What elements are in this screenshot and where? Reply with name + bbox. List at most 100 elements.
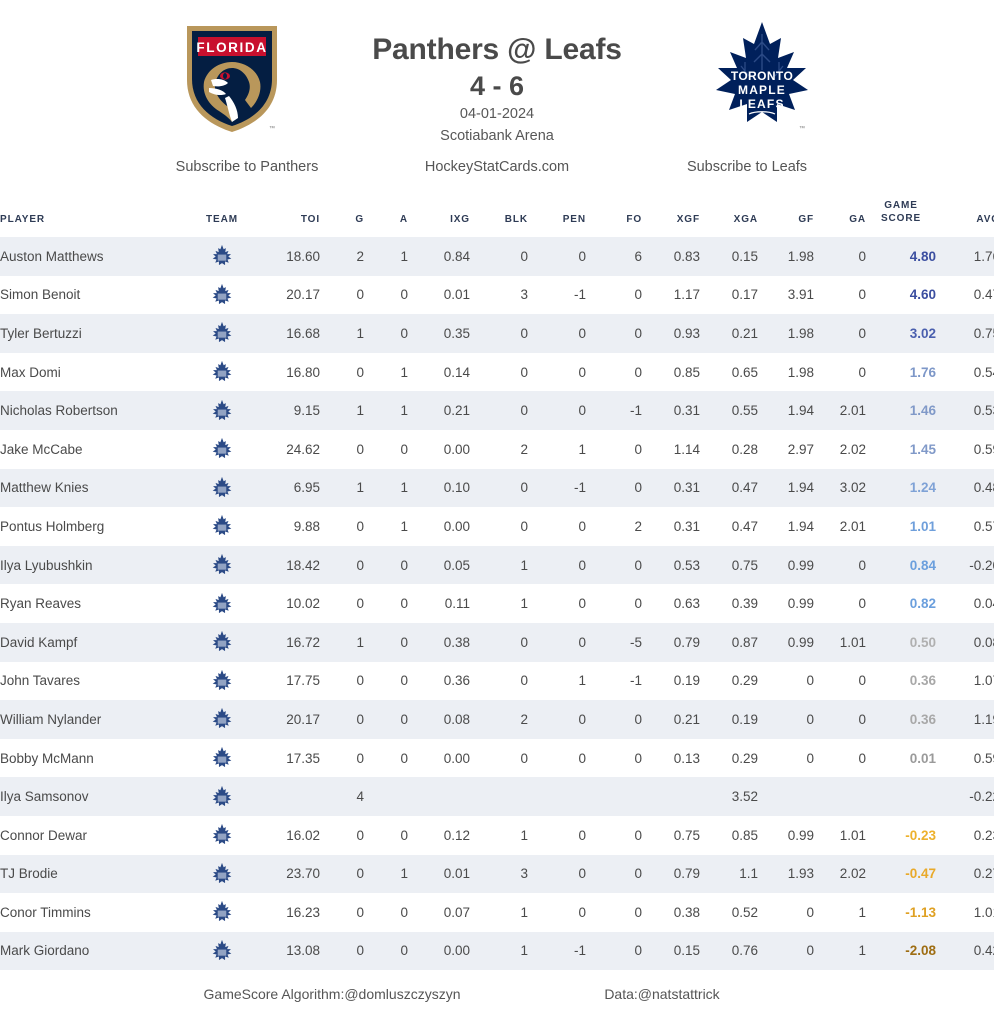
cell-ga: 2.01 xyxy=(814,507,866,546)
table-row[interactable]: Tyler Bertuzzi 16.68 1 0 0.35 0 0 0 0.93 0.21 1.98… xyxy=(0,314,994,353)
subscribe-panthers-link[interactable]: Subscribe to Panthers xyxy=(175,159,319,175)
table-row[interactable]: TJ Brodie 23.70 0 1 0.01 3 0 0 0.79 1.1 1.93 2.02 -0… xyxy=(0,854,994,894)
cell-xga: 0.65 xyxy=(700,352,758,392)
cell-player: Pontus Holmberg xyxy=(0,507,190,546)
cell-ixg: 0.10 xyxy=(408,468,470,508)
table-row[interactable]: Ilya Samsonov 4 3.52 -0.22 xyxy=(0,777,994,816)
cell-fo: 6 xyxy=(586,237,642,276)
cell-g: 1 xyxy=(320,391,364,430)
cell-avg: 0.75 xyxy=(936,314,994,353)
cell-blk: 2 xyxy=(470,429,528,469)
table-row[interactable]: Connor Dewar 16.02 0 0 0.12 1 0 0 0.75 0.85 0.99 1.… xyxy=(0,815,994,855)
cell-xga: 0.55 xyxy=(700,391,758,430)
column-header-a[interactable]: A xyxy=(364,194,408,237)
cell-gf: 0.99 xyxy=(758,545,814,585)
column-header-blk[interactable]: BLK xyxy=(470,194,528,237)
column-header-g[interactable]: G xyxy=(320,194,364,237)
cell-a: 0 xyxy=(364,700,408,739)
cell-fo: 0 xyxy=(586,429,642,469)
cell-team xyxy=(190,275,254,315)
cell-fo: 0 xyxy=(586,584,642,623)
cell-gf: 0 xyxy=(758,893,814,932)
cell-gamescore: 1.46 xyxy=(866,391,936,430)
cell-team xyxy=(190,429,254,469)
cell-ga: 0 xyxy=(814,738,866,778)
cell-gf: 0.99 xyxy=(758,622,814,662)
table-row[interactable]: Nicholas Robertson 9.15 1 1 0.21 0 0 -1 0.31 0.55… xyxy=(0,391,994,430)
cell-team xyxy=(190,661,254,701)
team-logo-icon xyxy=(212,746,232,768)
cell-player: Connor Dewar xyxy=(0,815,190,855)
cell-pen: 0 xyxy=(528,854,586,894)
team-logo-icon xyxy=(212,553,232,575)
table-row[interactable]: Mark Giordano 13.08 0 0 0.00 1 -1 0 0.15 0.76 0 1 -2… xyxy=(0,931,994,971)
cell-g: 0 xyxy=(320,738,364,778)
cell-xgf: 0.79 xyxy=(642,622,700,662)
column-header-gf[interactable]: GF xyxy=(758,194,814,237)
cell-ixg: 0.38 xyxy=(408,622,470,662)
team-logo-icon xyxy=(212,669,232,690)
table-row[interactable]: Max Domi 16.80 0 1 0.14 0 0 0 0.85 0.65 1.98 0 1.76 0… xyxy=(0,352,994,392)
column-header-player[interactable]: PLAYER xyxy=(0,194,190,237)
subscribe-leafs-link[interactable]: Subscribe to Leafs xyxy=(686,159,808,175)
cell-a xyxy=(364,777,408,816)
column-header-ixg[interactable]: IXG xyxy=(408,194,470,237)
column-header-fo[interactable]: FO xyxy=(586,194,642,237)
column-header-pen[interactable]: PEN xyxy=(528,194,586,237)
cell-gamescore: 0.82 xyxy=(866,584,936,623)
table-row[interactable]: Simon Benoit 20.17 0 0 0.01 3 -1 0 1.17 0.17 3.91 0… xyxy=(0,275,994,315)
column-header-gamescore-line1: GAME xyxy=(884,200,918,211)
cell-ga: 0 xyxy=(814,661,866,701)
table-row[interactable]: Auston Matthews 18.60 2 1 0.84 0 0 6 0.83 0.15 1.9… xyxy=(0,237,994,276)
column-header-ga[interactable]: GA xyxy=(814,194,866,237)
cell-xga: 0.76 xyxy=(700,931,758,971)
cell-team xyxy=(190,237,254,276)
cell-toi: 20.17 xyxy=(254,275,320,315)
table-row[interactable]: William Nylander 20.17 0 0 0.08 2 0 0 0.21 0.19 0 0… xyxy=(0,700,994,739)
cell-ga: 0 xyxy=(814,545,866,585)
cell-a: 0 xyxy=(364,622,408,662)
cell-ixg: 0.00 xyxy=(408,738,470,778)
player-stats-table: PLAYER TEAM TOI G A IXG BLK PEN FO XGF X… xyxy=(0,194,994,971)
cell-team xyxy=(190,815,254,855)
cell-gamescore: 0.36 xyxy=(866,700,936,739)
team-logo-icon xyxy=(212,824,232,845)
table-row[interactable]: Matthew Knies 6.95 1 1 0.10 0 -1 0 0.31 0.47 1.94 3… xyxy=(0,468,994,508)
column-header-xgf[interactable]: XGF xyxy=(642,194,700,237)
cell-avg: 0.57 xyxy=(936,507,994,546)
table-row[interactable]: Jake McCabe 24.62 0 0 0.00 2 1 0 1.14 0.28 2.97 2.0… xyxy=(0,429,994,469)
cell-a: 0 xyxy=(364,893,408,932)
column-header-team[interactable]: TEAM xyxy=(190,194,254,237)
team-logo-icon xyxy=(212,476,232,498)
table-row[interactable]: Ilya Lyubushkin 18.42 0 0 0.05 1 0 0 0.53 0.75 0.9… xyxy=(0,545,994,585)
cell-team xyxy=(190,738,254,778)
cell-a: 1 xyxy=(364,854,408,894)
cell-fo: 0 xyxy=(586,738,642,778)
cell-g: 2 xyxy=(320,237,364,276)
cell-g: 0 xyxy=(320,545,364,585)
column-header-toi[interactable]: TOI xyxy=(254,194,320,237)
table-row[interactable]: Bobby McMann 17.35 0 0 0.00 0 0 0 0.13 0.29 0 0 0.01… xyxy=(0,738,994,778)
column-header-gamescore[interactable]: GAME SCORE xyxy=(866,194,936,237)
cell-ga: 0 xyxy=(814,584,866,623)
table-row[interactable]: David Kampf 16.72 1 0 0.38 0 0 -5 0.79 0.87 0.99 1.… xyxy=(0,622,994,662)
table-row[interactable]: John Tavares 17.75 0 0 0.36 0 1 -1 0.19 0.29 0 0 0.3… xyxy=(0,661,994,701)
cell-avg: 0.08 xyxy=(936,622,994,662)
table-row[interactable]: Conor Timmins 16.23 0 0 0.07 1 0 0 0.38 0.52 0 1 -1.… xyxy=(0,893,994,932)
cell-player: Bobby McMann xyxy=(0,738,190,778)
cell-toi xyxy=(254,777,320,816)
cell-toi: 17.35 xyxy=(254,738,320,778)
cell-player: Mark Giordano xyxy=(0,931,190,971)
site-link[interactable]: HockeyStatCards.com xyxy=(424,159,570,175)
cell-blk: 0 xyxy=(470,507,528,546)
column-header-avg[interactable]: AVG xyxy=(936,194,994,237)
table-row[interactable]: Ryan Reaves 10.02 0 0 0.11 1 0 0 0.63 0.39 0.99 0 0.… xyxy=(0,584,994,623)
cell-ga: 1 xyxy=(814,931,866,971)
table-row[interactable]: Pontus Holmberg 9.88 0 1 0.00 0 0 2 0.31 0.47 1.94… xyxy=(0,507,994,546)
column-header-xga[interactable]: XGA xyxy=(700,194,758,237)
cell-ga xyxy=(814,777,866,816)
cell-xga: 0.21 xyxy=(700,314,758,353)
final-score: 4 - 6 xyxy=(469,71,525,102)
cell-xga: 0.15 xyxy=(700,237,758,276)
cell-ga: 2.02 xyxy=(814,854,866,894)
